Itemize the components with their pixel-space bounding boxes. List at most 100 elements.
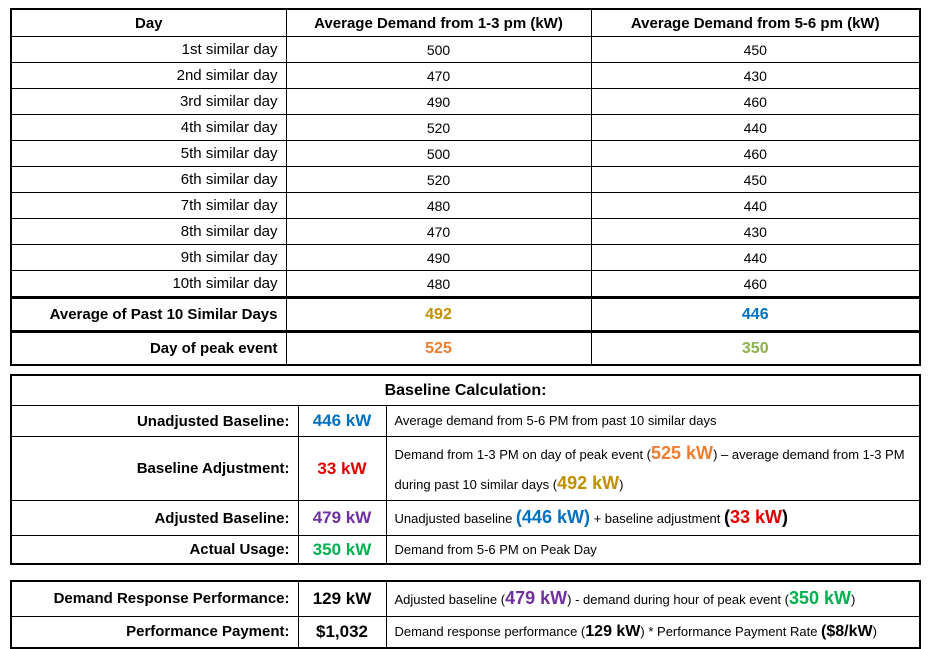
table-row: 8th similar day 470 430 bbox=[10, 218, 921, 245]
demand-1-3-value: 490 bbox=[285, 88, 592, 115]
spacer bbox=[10, 366, 919, 374]
baseline-adjustment-row: Baseline Adjustment: 33 kW Demand from 1… bbox=[10, 435, 921, 502]
demand-5-6-value: 460 bbox=[590, 88, 921, 115]
demand-response-performance-value: 129 kW bbox=[297, 580, 387, 617]
performance-payment-value: $1,032 bbox=[297, 615, 387, 649]
baseline-adjustment-label: Baseline Adjustment: bbox=[10, 435, 299, 502]
performance-payment-label: Performance Payment: bbox=[10, 615, 299, 649]
day-label: 10th similar day bbox=[10, 270, 287, 298]
desc-segment: Unadjusted baseline bbox=[394, 511, 516, 527]
table-row: 2nd similar day 470 430 bbox=[10, 62, 921, 89]
demand-response-performance-description: Adjusted baseline (479 kW) - demand duri… bbox=[385, 580, 921, 617]
demand-1-3-value: 520 bbox=[285, 166, 592, 193]
table-row: 5th similar day 500 460 bbox=[10, 140, 921, 167]
table-row: 3rd similar day 490 460 bbox=[10, 88, 921, 115]
desc-segment: ) – average demand from 1-3 PM during pa… bbox=[394, 447, 905, 492]
header-demand-1-3: Average Demand from 1-3 pm (kW) bbox=[285, 8, 592, 37]
actual-usage-row: Actual Usage: 350 kW Demand from 5-6 PM … bbox=[10, 535, 921, 565]
demand-5-6-value: 460 bbox=[590, 270, 921, 298]
performance-table: Demand Response Performance: 129 kW Adju… bbox=[10, 580, 921, 649]
desc-segment: Demand response performance ( bbox=[394, 623, 586, 639]
day-label: 9th similar day bbox=[10, 244, 287, 271]
demand-5-6-value: 450 bbox=[590, 166, 921, 193]
adjusted-baseline-description: Unadjusted baseline (446 kW) + baseline … bbox=[385, 500, 921, 537]
average-row-label: Average of Past 10 Similar Days bbox=[10, 296, 287, 332]
actual-usage-value: 350 kW bbox=[297, 535, 387, 565]
unadjusted-baseline-description: Average demand from 5-6 PM from past 10 … bbox=[385, 405, 921, 437]
desc-segment: + baseline adjustment bbox=[589, 511, 725, 527]
table-row: 9th similar day 490 440 bbox=[10, 244, 921, 271]
average-row: Average of Past 10 Similar Days 492 446 bbox=[10, 296, 921, 332]
peak-event-row: Day of peak event 525 350 bbox=[10, 330, 921, 366]
desc-segment: ) bbox=[619, 476, 624, 492]
baseline-adjustment-description: Demand from 1-3 PM on day of peak event … bbox=[385, 435, 921, 502]
peak-demand-1-3: 525 bbox=[285, 330, 592, 366]
day-label: 5th similar day bbox=[10, 140, 287, 167]
day-label: 6th similar day bbox=[10, 166, 287, 193]
desc-segment-highlight: 479 kW bbox=[505, 588, 568, 609]
table-row: 1st similar day 500 450 bbox=[10, 36, 921, 63]
baseline-adjustment-value: 33 kW bbox=[297, 435, 387, 502]
demand-response-performance-label: Demand Response Performance: bbox=[10, 580, 299, 617]
desc-segment-highlight: 350 kW bbox=[788, 588, 852, 609]
demand-5-6-value: 440 bbox=[590, 244, 921, 271]
demand-5-6-value: 440 bbox=[590, 114, 921, 141]
desc-segment: Demand from 5-6 PM on Peak Day bbox=[394, 541, 597, 557]
unadjusted-baseline-value: 446 kW bbox=[297, 405, 387, 437]
adjusted-baseline-label: Adjusted Baseline: bbox=[10, 500, 299, 537]
demand-5-6-value: 460 bbox=[590, 140, 921, 167]
demand-1-3-value: 500 bbox=[285, 140, 592, 167]
day-label: 4th similar day bbox=[10, 114, 287, 141]
table-row: 10th similar day 480 460 bbox=[10, 270, 921, 298]
desc-segment-highlight: 525 kW bbox=[651, 443, 714, 463]
desc-segment-highlight: 33 kW bbox=[730, 507, 783, 528]
desc-segment-highlight: ($8/kW bbox=[821, 622, 873, 640]
header-day: Day bbox=[10, 8, 287, 37]
demand-1-3-value: 470 bbox=[285, 218, 592, 245]
performance-payment-description: Demand response performance (129 kW) * P… bbox=[385, 615, 921, 649]
peak-demand-5-6: 350 bbox=[590, 330, 921, 366]
history-table: Day Average Demand from 1-3 pm (kW) Aver… bbox=[10, 8, 921, 366]
day-label: 1st similar day bbox=[10, 36, 287, 63]
actual-usage-label: Actual Usage: bbox=[10, 535, 299, 565]
unadjusted-baseline-row: Unadjusted Baseline: 446 kW Average dema… bbox=[10, 405, 921, 437]
demand-1-3-value: 470 bbox=[285, 62, 592, 89]
demand-1-3-value: 520 bbox=[285, 114, 592, 141]
adjusted-baseline-value: 479 kW bbox=[297, 500, 387, 537]
desc-segment: ) bbox=[851, 592, 856, 608]
desc-segment: ( bbox=[724, 507, 731, 528]
average-demand-1-3: 492 bbox=[285, 296, 592, 332]
adjusted-baseline-row: Adjusted Baseline: 479 kW Unadjusted bas… bbox=[10, 500, 921, 537]
desc-segment: ) bbox=[872, 623, 877, 639]
baseline-calculation-title: Baseline Calculation: bbox=[10, 374, 921, 406]
day-label: 3rd similar day bbox=[10, 88, 287, 115]
desc-segment: ) * Performance Payment Rate bbox=[640, 623, 822, 639]
table-row: 7th similar day 480 440 bbox=[10, 192, 921, 219]
day-label: 2nd similar day bbox=[10, 62, 287, 89]
baseline-title-row: Baseline Calculation: bbox=[10, 374, 921, 406]
performance-payment-row: Performance Payment: $1,032 Demand respo… bbox=[10, 615, 921, 649]
desc-segment-highlight: 492 kW bbox=[557, 472, 620, 493]
desc-segment: Average demand from 5-6 PM from past 10 … bbox=[394, 413, 717, 429]
baseline-calculation-table: Baseline Calculation: Unadjusted Baselin… bbox=[10, 374, 922, 566]
spacer bbox=[10, 565, 919, 580]
demand-5-6-value: 440 bbox=[590, 192, 921, 219]
table-row: 6th similar day 520 450 bbox=[10, 166, 921, 193]
demand-1-3-value: 480 bbox=[285, 192, 592, 219]
desc-segment-highlight: (446 kW) bbox=[515, 507, 590, 528]
day-label: 7th similar day bbox=[10, 192, 287, 219]
table-row: 4th similar day 520 440 bbox=[10, 114, 921, 141]
peak-row-label: Day of peak event bbox=[10, 330, 287, 366]
header-demand-5-6: Average Demand from 5-6 pm (kW) bbox=[590, 8, 921, 37]
history-header-row: Day Average Demand from 1-3 pm (kW) Aver… bbox=[10, 8, 921, 37]
day-label: 8th similar day bbox=[10, 218, 287, 245]
demand-5-6-value: 430 bbox=[590, 62, 921, 89]
demand-response-performance-row: Demand Response Performance: 129 kW Adju… bbox=[10, 580, 921, 617]
average-demand-5-6: 446 bbox=[590, 296, 921, 332]
demand-1-3-value: 490 bbox=[285, 244, 592, 271]
desc-segment: ) - demand during hour of peak event ( bbox=[567, 592, 789, 608]
demand-1-3-value: 480 bbox=[285, 270, 592, 298]
desc-segment-highlight: 129 kW bbox=[585, 622, 641, 640]
unadjusted-baseline-label: Unadjusted Baseline: bbox=[10, 405, 299, 437]
